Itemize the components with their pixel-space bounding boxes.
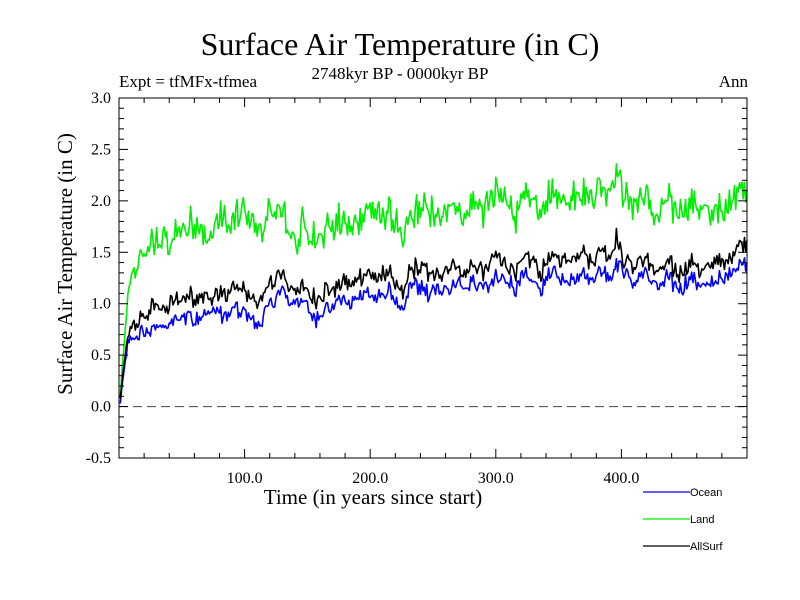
legend: Ocean Land AllSurf	[643, 487, 723, 553]
x-tick-label: 400.0	[603, 470, 639, 487]
chart-title: Surface Air Temperature (in C)	[200, 26, 600, 62]
series-line-allsurf	[119, 227, 748, 399]
legend-label-allsurf: AllSurf	[690, 541, 723, 553]
series-line-ocean	[119, 257, 748, 404]
ticks-layer: 100.0 200.0 300.0 400.0 -0.5 0.0 0.5 1.0 1.5 2.0 2…	[86, 90, 747, 487]
y-tick-label: 0.5	[91, 347, 111, 364]
chart-subtitle: 2748kyr BP - 0000kyr BP	[311, 64, 489, 83]
series-line-land	[119, 163, 748, 396]
y-tick-label: -0.5	[86, 450, 111, 467]
y-axis-title: Surface Air Temperature (in C)	[53, 133, 77, 395]
experiment-label: Expt = tfMFx-tfmea	[119, 72, 258, 91]
legend-label-ocean: Ocean	[690, 487, 722, 499]
x-tick-label: 300.0	[478, 470, 514, 487]
plot-frame	[118, 97, 748, 459]
y-tick-label: 2.0	[91, 193, 111, 210]
x-tick-label: 100.0	[227, 470, 263, 487]
y-tick-label: 1.0	[91, 296, 111, 313]
y-tick-label: 3.0	[91, 90, 111, 107]
legend-label-land: Land	[690, 514, 714, 526]
y-tick-label: 0.0	[91, 399, 111, 416]
season-label: Ann	[718, 72, 748, 91]
x-axis-title: Time (in years since start)	[264, 485, 483, 509]
y-tick-label: 1.5	[91, 244, 111, 261]
series-layer	[119, 163, 748, 404]
axes-layer	[118, 97, 748, 459]
x-tick-label: 200.0	[352, 470, 388, 487]
y-tick-label: 2.5	[91, 141, 111, 158]
